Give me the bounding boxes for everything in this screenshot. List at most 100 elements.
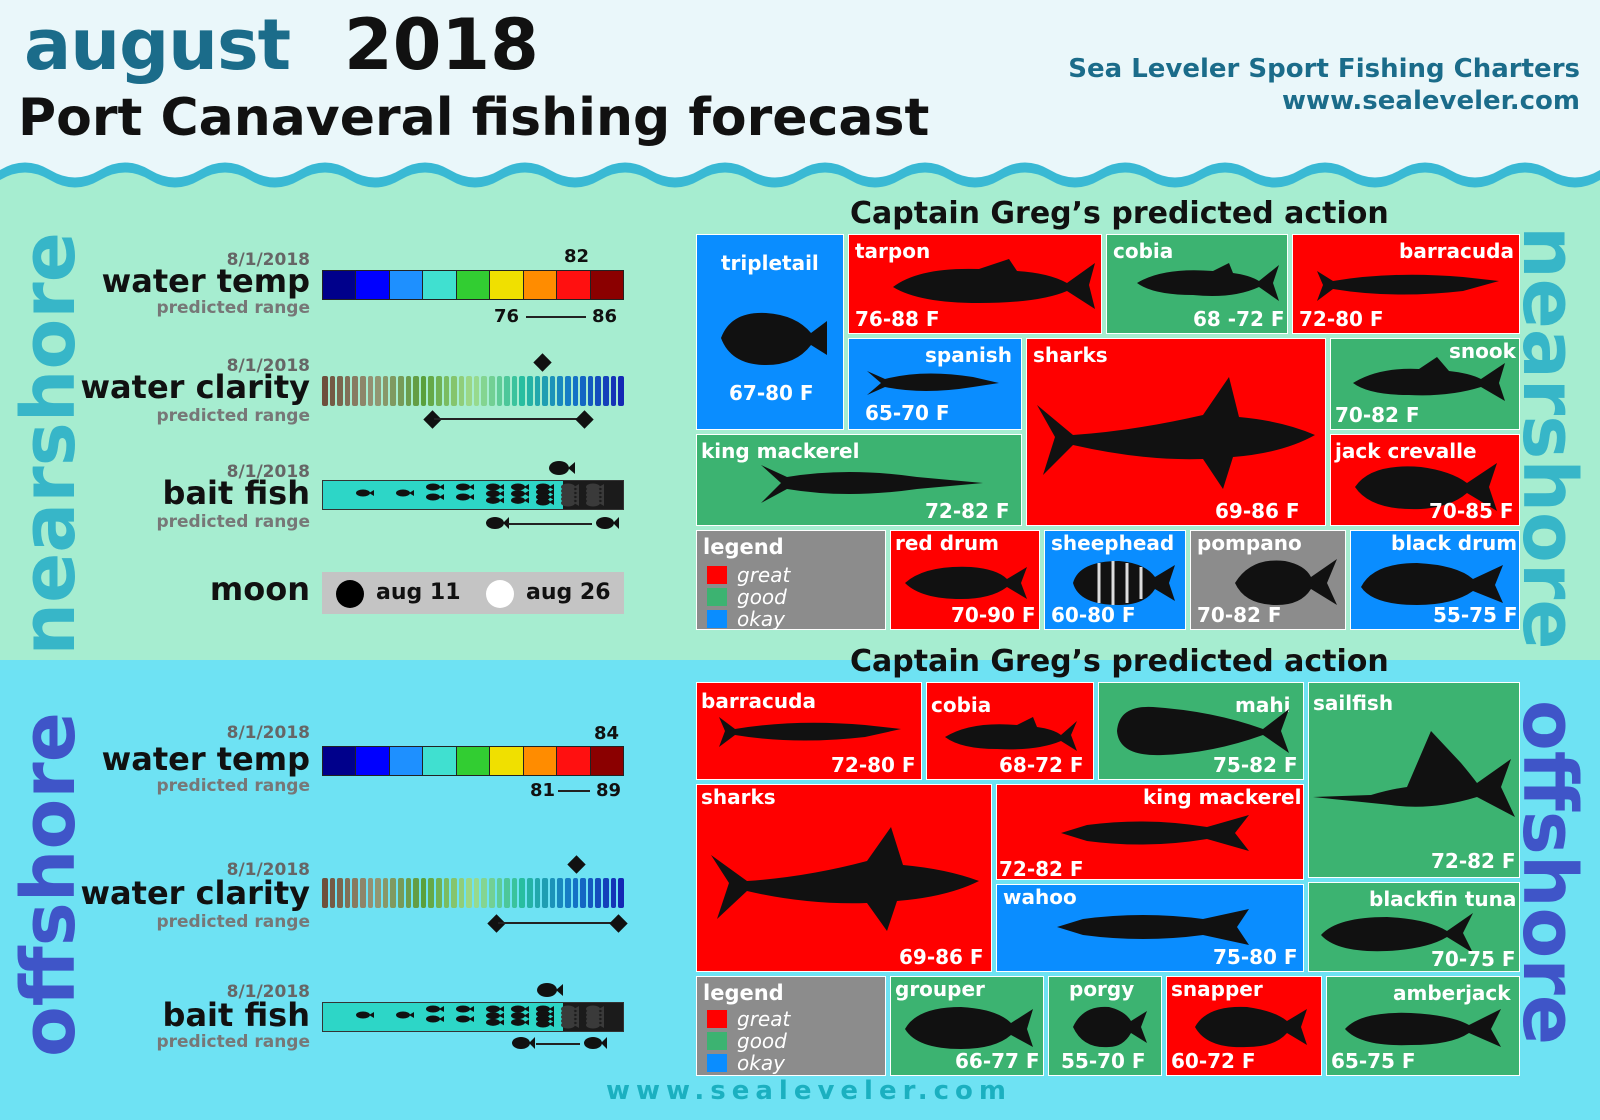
porgy-icon xyxy=(1073,1006,1147,1048)
fish-name: barracuda xyxy=(701,689,816,713)
clarity-segment xyxy=(519,376,526,406)
fish-range: 70-85 F xyxy=(1429,499,1514,523)
wave-crest xyxy=(0,172,1600,200)
near-clarity-sub: predicted range xyxy=(156,406,310,426)
fish-name: snook xyxy=(1449,339,1516,363)
legend-title: legend xyxy=(703,981,784,1005)
bait-fish-icon xyxy=(536,493,554,501)
fish-name: red drum xyxy=(895,531,999,555)
clarity-segment xyxy=(359,376,366,406)
fish-name: sheephead xyxy=(1051,531,1175,555)
near-temp-sub: predicted range xyxy=(156,298,310,318)
fish-tile-sharks: sharks 69-86 F xyxy=(1026,338,1326,526)
fish-name: sharks xyxy=(701,785,776,809)
bait-fish-icon xyxy=(511,483,529,491)
legend-label-good: good xyxy=(737,585,787,609)
off-temp-high: 89 xyxy=(596,780,622,801)
bait-fish-icon xyxy=(536,483,554,491)
fish-range: 72-80 F xyxy=(831,753,916,777)
bait-fish-icon xyxy=(536,1015,554,1023)
bait-fish-icon xyxy=(511,1018,529,1026)
tarpon-icon xyxy=(893,259,1095,309)
near-bait-range-end-icon xyxy=(596,517,619,529)
clarity-segment xyxy=(473,376,480,406)
clarity-segment xyxy=(565,376,571,406)
fish-tile-tarpon: tarpon 76-88 F xyxy=(848,234,1102,334)
fish-name: pompano xyxy=(1197,531,1302,555)
clarity-segment xyxy=(610,878,617,908)
clarity-segment xyxy=(610,376,617,406)
near-temp-date: 8/1/2018 xyxy=(226,250,310,270)
legend-label-great: great xyxy=(737,563,791,587)
clarity-segment xyxy=(511,878,518,908)
snapper-icon xyxy=(1195,1006,1307,1048)
bait-fish-icon xyxy=(426,493,444,501)
fish-tile-barracuda: barracuda 72-80 F xyxy=(1292,234,1520,334)
blackfin-tuna-icon xyxy=(1321,913,1473,953)
fish-range: 72-82 F xyxy=(1431,849,1516,873)
nearshore-side-label-right: nearshore xyxy=(1506,226,1592,650)
clarity-segment xyxy=(602,376,609,406)
clarity-segment xyxy=(435,376,442,406)
clarity-segment xyxy=(572,376,579,406)
bait-fish-icon xyxy=(396,1011,414,1019)
sailfish-icon xyxy=(1313,731,1515,817)
clarity-segment xyxy=(489,376,495,406)
off-bait-date: 8/1/2018 xyxy=(226,982,310,1002)
bait-fish-icon xyxy=(456,493,474,501)
fish-name: black drum xyxy=(1391,531,1518,555)
near-bait-scale xyxy=(322,480,624,510)
bait-fish-icon xyxy=(536,488,554,496)
off-clarity-scale xyxy=(322,878,624,908)
full-moon-date: aug 26 xyxy=(526,580,611,605)
fish-name: sharks xyxy=(1033,343,1108,367)
clarity-segment xyxy=(405,878,412,908)
fish-range: 70-75 F xyxy=(1431,947,1516,971)
title-month: august xyxy=(24,4,291,86)
bait-fish-icon xyxy=(356,489,374,497)
clarity-segment xyxy=(504,878,510,908)
legend-row-okay: okay xyxy=(707,607,785,629)
off-clarity-title: water clarity xyxy=(80,874,310,912)
legend-row-good: good xyxy=(707,585,787,609)
fish-tile-sheephead: sheephead 60-80 F xyxy=(1044,530,1186,630)
footer-url-link[interactable]: www.sealeveler.com xyxy=(606,1076,1012,1106)
moon-label: moon xyxy=(209,570,310,608)
fish-name: blackfin tuna xyxy=(1369,887,1517,911)
shark-icon xyxy=(711,827,979,931)
clarity-segment xyxy=(595,376,601,406)
clarity-segment xyxy=(466,376,472,406)
clarity-segment xyxy=(352,376,358,406)
clarity-segment xyxy=(489,878,495,908)
snook-icon xyxy=(1353,357,1505,401)
fish-range: 72-80 F xyxy=(1299,307,1384,331)
fish-range: 70-82 F xyxy=(1335,403,1420,427)
fish-name: mahi xyxy=(1235,693,1291,717)
fish-name: spanish xyxy=(925,343,1012,367)
near-temp-high: 86 xyxy=(592,306,618,327)
clarity-segment xyxy=(428,376,434,406)
fish-tile-blackfin-tuna: blackfin tuna 70-75 F xyxy=(1308,882,1520,972)
near-clarity-date: 8/1/2018 xyxy=(226,356,310,376)
tripletail-icon xyxy=(721,312,827,365)
clarity-segment xyxy=(496,878,503,908)
fish-tile-snapper: snapper 60-72 F xyxy=(1166,976,1322,1076)
clarity-segment xyxy=(534,376,541,406)
off-bait-range-end-icon xyxy=(584,1037,607,1049)
bait-fish-icon xyxy=(511,1005,529,1013)
fish-range: 68 -72 F xyxy=(1193,307,1285,331)
off-bait-sub: predicted range xyxy=(156,1032,310,1052)
fish-tile-porgy: porgy 55-70 F xyxy=(1048,976,1162,1076)
bait-fish-icon xyxy=(511,1012,529,1020)
legend-title: legend xyxy=(703,535,784,559)
fish-range: 72-82 F xyxy=(999,857,1084,880)
fish-name: wahoo xyxy=(1003,885,1077,909)
fish-range: 66-77 F xyxy=(955,1049,1040,1073)
fish-name: barracuda xyxy=(1399,239,1514,263)
barracuda-icon xyxy=(1317,271,1499,301)
brand-url-link[interactable]: www.sealeveler.com xyxy=(1282,86,1580,116)
clarity-segment xyxy=(580,376,586,406)
wahoo-icon xyxy=(1057,909,1249,945)
clarity-segment xyxy=(481,878,488,908)
bait-fish-icon xyxy=(486,1005,504,1013)
